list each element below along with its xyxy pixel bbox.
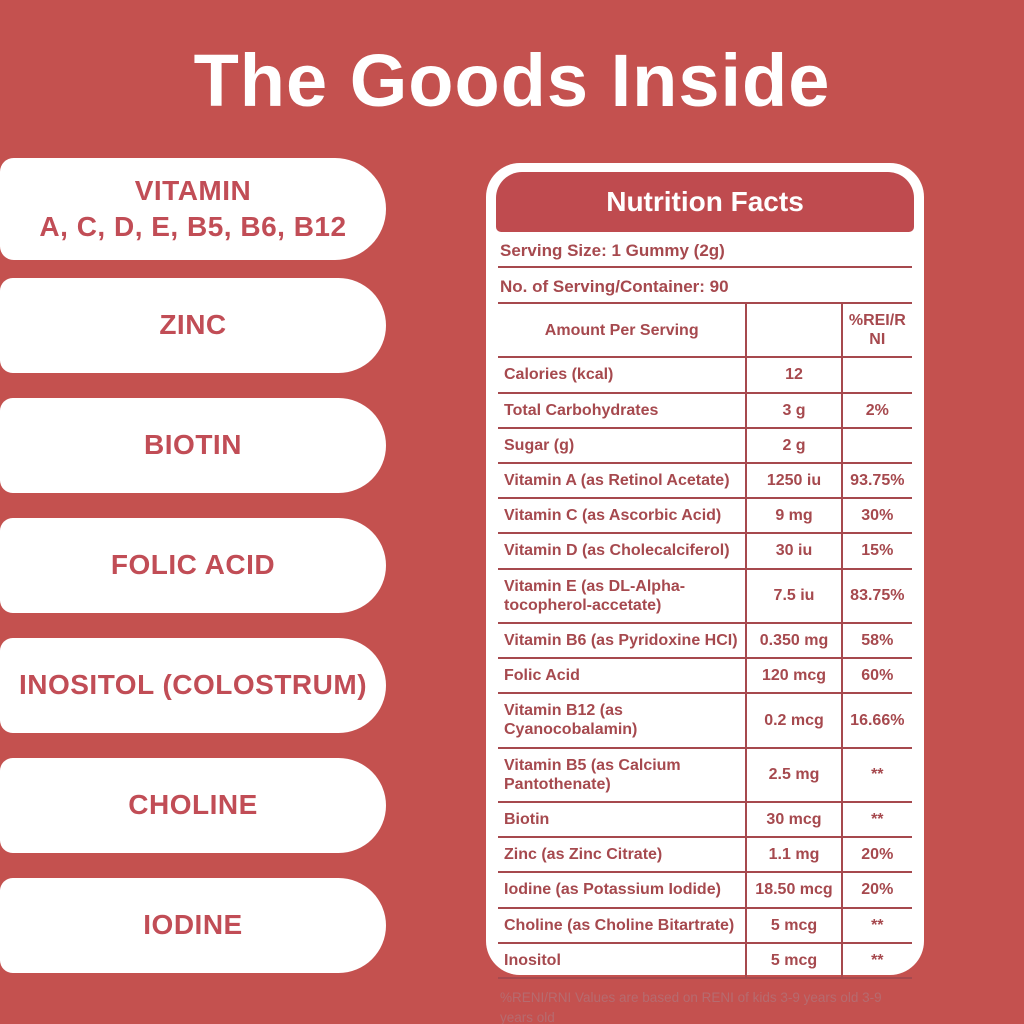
nutrient-percent: ** xyxy=(841,907,912,944)
nutrient-amount: 7.5 iu xyxy=(745,568,843,624)
nutrient-percent: 15% xyxy=(841,533,912,570)
table-row-zinc: Zinc (as Zinc Citrate) 1.1 mg 20% xyxy=(498,837,912,874)
nutrient-percent: 2% xyxy=(841,392,912,429)
table-row-vitamin-d: Vitamin D (as Cholecalciferol) 30 iu 15% xyxy=(498,533,912,570)
amount-per-serving-header: Amount Per Serving xyxy=(498,304,747,359)
nutrient-percent: 30% xyxy=(841,498,912,535)
percent-column-header: %REI/RNI xyxy=(841,304,912,359)
nutrient-name: Vitamin E (as DL-Alpha-tocopherol-acceta… xyxy=(498,568,747,624)
nutrition-facts-card: Nutrition Facts Serving Size: 1 Gummy (2… xyxy=(486,163,924,1024)
nutrient-amount: 30 mcg xyxy=(745,802,843,839)
nutrient-percent: 20% xyxy=(841,872,912,909)
nutrient-percent: 58% xyxy=(841,622,912,660)
ingredient-label: VITAMIN A, C, D, E, B5, B6, B12 xyxy=(39,174,347,242)
nutrient-percent: 16.66% xyxy=(841,693,912,749)
ingredient-label: INOSITOL (COLOSTRUM) xyxy=(18,669,368,701)
nutrition-table-header-row: Amount Per Serving %REI/RNI xyxy=(498,304,912,359)
nutrient-percent xyxy=(841,357,912,394)
nutrient-name: Iodine (as Potassium Iodide) xyxy=(498,872,747,909)
table-row-calories: Calories (kcal) 12 xyxy=(498,357,912,394)
nutrient-percent: ** xyxy=(841,747,912,804)
table-row-vitamin-e: Vitamin E (as DL-Alpha-tocopherol-acceta… xyxy=(498,568,912,624)
nutrient-percent xyxy=(841,427,912,464)
footnote: %RENI/RNI Values are based on RENI of ki… xyxy=(498,979,912,1024)
nutrient-amount: 120 mcg xyxy=(745,658,843,695)
table-row-total-carbohydrates: Total Carbohydrates 3 g 2% xyxy=(498,392,912,429)
footnote-reni: %RENI/RNI Values are based on RENI of ki… xyxy=(500,989,882,1024)
nutrient-name: Sugar (g) xyxy=(498,427,747,464)
table-row-vitamin-b5: Vitamin B5 (as Calcium Pantothenate) 2.5… xyxy=(498,747,912,804)
table-row-inositol: Inositol 5 mcg ** xyxy=(498,942,912,979)
ingredient-pill-iodine: IODINE xyxy=(0,878,386,973)
table-row-choline: Choline (as Choline Bitartrate) 5 mcg ** xyxy=(498,907,912,944)
nutrition-facts-body: Serving Size: 1 Gummy (2g) No. of Servin… xyxy=(496,232,914,1024)
table-row-vitamin-b12: Vitamin B12 (as Cyanocobalamin) 0.2 mcg … xyxy=(498,693,912,749)
table-row-sugar: Sugar (g) 2 g xyxy=(498,427,912,464)
nutrition-facts-header: Nutrition Facts xyxy=(496,172,914,232)
table-row-vitamin-a: Vitamin A (as Retinol Acetate) 1250 iu 9… xyxy=(498,462,912,500)
nutrient-amount: 0.350 mg xyxy=(745,622,843,660)
nutrient-amount: 18.50 mcg xyxy=(745,872,843,909)
ingredient-label: FOLIC ACID xyxy=(110,549,276,581)
nutrient-amount: 2 g xyxy=(745,427,843,464)
ingredient-pill-choline: CHOLINE xyxy=(0,758,386,853)
nutrient-percent: ** xyxy=(841,942,912,979)
nutrient-name: Folic Acid xyxy=(498,658,747,695)
nutrient-name: Calories (kcal) xyxy=(498,357,747,394)
nutrient-amount: 5 mcg xyxy=(745,907,843,944)
nutrient-amount: 2.5 mg xyxy=(745,747,843,804)
ingredient-pill-folic-acid: FOLIC ACID xyxy=(0,518,386,613)
amount-column-header xyxy=(745,304,843,359)
nutrient-name: Vitamin B6 (as Pyridoxine HCI) xyxy=(498,622,747,660)
nutrient-amount: 1.1 mg xyxy=(745,837,843,874)
ingredient-label: CHOLINE xyxy=(128,789,258,821)
nutrient-name: Vitamin B12 (as Cyanocobalamin) xyxy=(498,693,747,749)
nutrient-name: Vitamin B5 (as Calcium Pantothenate) xyxy=(498,747,747,804)
nutrient-name: Vitamin C (as Ascorbic Acid) xyxy=(498,498,747,535)
ingredient-list: VITAMIN A, C, D, E, B5, B6, B12 ZINC BIO… xyxy=(0,158,386,998)
nutrient-name: Inositol xyxy=(498,942,747,979)
table-row-iodine: Iodine (as Potassium Iodide) 18.50 mcg 2… xyxy=(498,872,912,909)
nutrient-amount: 5 mcg xyxy=(745,942,843,979)
nutrient-name: Zinc (as Zinc Citrate) xyxy=(498,837,747,874)
ingredient-pill-vitamins: VITAMIN A, C, D, E, B5, B6, B12 xyxy=(0,158,386,260)
nutrient-percent: 93.75% xyxy=(841,462,912,500)
nutrient-amount: 1250 iu xyxy=(745,462,843,500)
table-row-folic-acid: Folic Acid 120 mcg 60% xyxy=(498,658,912,695)
nutrient-amount: 12 xyxy=(745,357,843,394)
ingredient-label: IODINE xyxy=(143,909,243,941)
nutrition-facts-title: Nutrition Facts xyxy=(606,186,804,217)
nutrient-percent: 83.75% xyxy=(841,568,912,624)
page-title: The Goods Inside xyxy=(193,39,831,122)
ingredient-label: ZINC xyxy=(159,309,227,341)
ingredient-pill-zinc: ZINC xyxy=(0,278,386,373)
nutrition-table: Amount Per Serving %REI/RNI Calories (kc… xyxy=(498,304,912,979)
nutrient-amount: 0.2 mcg xyxy=(745,693,843,749)
nutrient-percent: 20% xyxy=(841,837,912,874)
nutrient-name: Vitamin D (as Cholecalciferol) xyxy=(498,533,747,570)
nutrient-name: Total Carbohydrates xyxy=(498,392,747,429)
nutrient-name: Vitamin A (as Retinol Acetate) xyxy=(498,462,747,500)
nutrient-name: Choline (as Choline Bitartrate) xyxy=(498,907,747,944)
ingredient-pill-biotin: BIOTIN xyxy=(0,398,386,493)
table-row-vitamin-b6: Vitamin B6 (as Pyridoxine HCI) 0.350 mg … xyxy=(498,622,912,660)
serving-size: Serving Size: 1 Gummy (2g) xyxy=(498,232,912,268)
table-row-biotin: Biotin 30 mcg ** xyxy=(498,802,912,839)
nutrient-percent: ** xyxy=(841,802,912,839)
nutrient-amount: 9 mg xyxy=(745,498,843,535)
table-row-vitamin-c: Vitamin C (as Ascorbic Acid) 9 mg 30% xyxy=(498,498,912,535)
nutrient-percent: 60% xyxy=(841,658,912,695)
ingredient-pill-inositol-colostrum: INOSITOL (COLOSTRUM) xyxy=(0,638,386,733)
nutrient-amount: 3 g xyxy=(745,392,843,429)
nutrient-name: Biotin xyxy=(498,802,747,839)
nutrient-amount: 30 iu xyxy=(745,533,843,570)
ingredient-label: BIOTIN xyxy=(144,429,242,461)
servings-per-container: No. of Serving/Container: 90 xyxy=(498,268,912,304)
